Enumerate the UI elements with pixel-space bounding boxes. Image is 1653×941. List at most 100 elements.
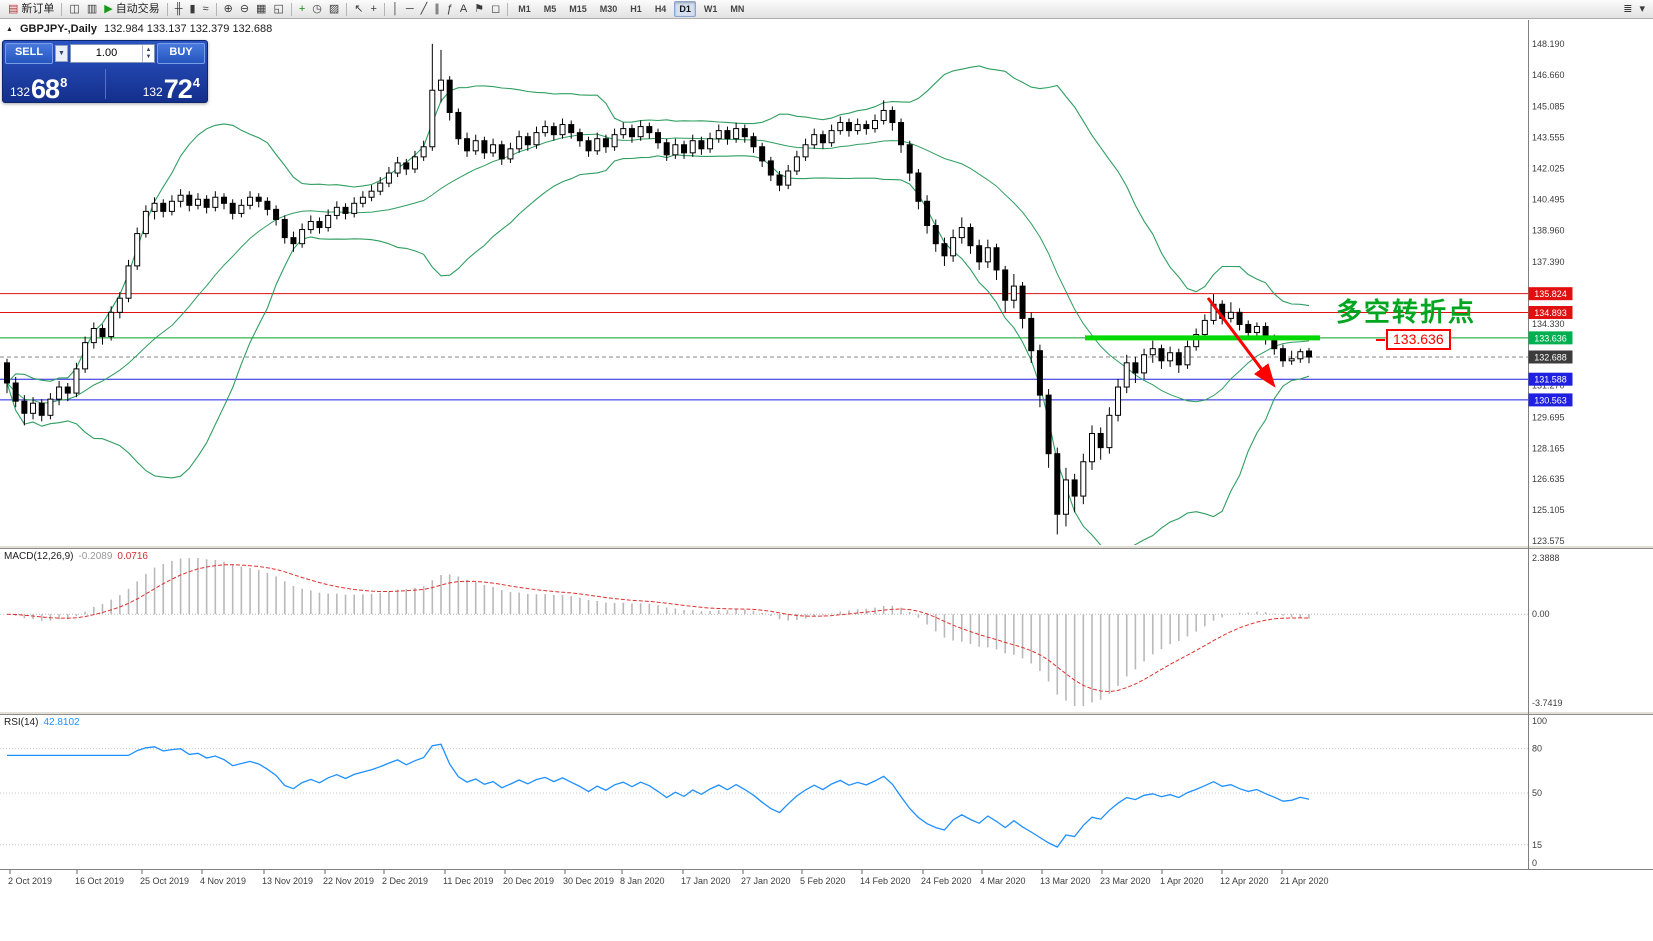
buy-price-big: 72 — [163, 74, 193, 105]
volume-stepper[interactable]: 1.00 ▲ ▼ — [70, 44, 155, 63]
equidistant-channel-icon[interactable]: ∥ — [431, 1, 443, 18]
templates-icon[interactable]: ▨ — [326, 1, 342, 18]
svg-text:123.575: 123.575 — [1532, 536, 1565, 546]
sell-button[interactable]: SELL — [5, 43, 53, 64]
price-badge — [1528, 350, 1573, 364]
tf-button-m1[interactable]: M1 — [518, 4, 531, 14]
svg-text:24 Feb 2020: 24 Feb 2020 — [921, 876, 972, 886]
svg-text:15: 15 — [1532, 840, 1542, 850]
autotrade-button[interactable]: ▶ 自动交易 — [101, 1, 162, 18]
volume-value[interactable]: 1.00 — [95, 47, 118, 59]
navigator-icon: ▥ — [86, 2, 98, 15]
buy-quote[interactable]: 132 72 4 — [142, 74, 200, 105]
svg-text:128.165: 128.165 — [1532, 443, 1565, 453]
main-toolbar: ▤ 新订单 ◫ ▥ ▶ 自动交易 ╫ ▮ ≈ ⊕ ⊖ ▦ ◱ + ◷ ▨ ↖ + │ ─ ╱ ∥ ƒ A ⚑ ◻ M1 M5 M15 M3… — [0, 0, 1653, 19]
horizontal-line-icon: ─ — [405, 2, 414, 15]
shapes-tool-icon[interactable]: ◻ — [488, 1, 503, 18]
volume-up-icon[interactable]: ▲ — [145, 46, 152, 53]
tf-button-m30[interactable]: M30 — [599, 4, 618, 14]
toolbar-separator — [346, 2, 348, 16]
trendline-icon[interactable]: ╱ — [418, 1, 431, 18]
sell-price-sup: 8 — [60, 75, 68, 90]
annotation-dash-icon — [1376, 338, 1385, 341]
periods-icon[interactable]: ◷ — [309, 1, 325, 18]
panel-splitter[interactable] — [0, 711, 1653, 715]
menu-icon[interactable]: ≣ — [1620, 1, 1635, 18]
sell-price-prefix: 132 — [10, 85, 31, 99]
price-badge — [1528, 331, 1573, 345]
toolbar-separator — [215, 2, 217, 16]
svg-text:17 Jan 2020: 17 Jan 2020 — [681, 876, 731, 886]
buy-button[interactable]: BUY — [157, 43, 205, 64]
rsi-value: 42.8102 — [43, 717, 80, 728]
candlestick-chart-icon[interactable]: ▮ — [186, 1, 198, 18]
trade-controls-row: SELL ▼ 1.00 ▲ ▼ BUY — [3, 41, 207, 64]
svg-text:-3.7419: -3.7419 — [1532, 698, 1563, 708]
candlestick-chart-icon: ▮ — [189, 2, 196, 15]
horizontal-line-icon[interactable]: ─ — [403, 1, 417, 18]
cascade-windows-icon[interactable]: ◱ — [270, 1, 286, 18]
vertical-line-icon[interactable]: │ — [389, 1, 402, 18]
svg-text:4 Mar 2020: 4 Mar 2020 — [980, 876, 1026, 886]
line-chart-icon[interactable]: ≈ — [200, 1, 212, 18]
tf-button-m5[interactable]: M5 — [543, 4, 557, 14]
tf-button-w1[interactable]: W1 — [703, 4, 718, 14]
arrows-tool-icon[interactable]: ⚑ — [471, 1, 487, 18]
time-axis[interactable]: 2 Oct 2019 16 Oct 2019 25 Oct 2019 4 Nov 20… — [0, 869, 1653, 887]
volume-down-icon[interactable]: ▼ — [145, 53, 152, 60]
navigator-icon[interactable]: ▥ — [84, 1, 100, 18]
svg-text:0.00: 0.00 — [1532, 609, 1550, 619]
svg-text:134.893: 134.893 — [1534, 308, 1567, 318]
fibonacci-icon: ƒ — [446, 2, 453, 15]
new-order-button[interactable]: ▤ 新订单 — [5, 1, 57, 18]
quote-divider — [104, 69, 106, 99]
tf-button-h1[interactable]: H1 — [630, 4, 642, 14]
svg-text:143.555: 143.555 — [1532, 133, 1565, 143]
sell-quote[interactable]: 132 68 8 — [10, 75, 68, 103]
crosshair-icon: + — [370, 2, 377, 15]
indicators-icon[interactable]: + — [296, 1, 308, 18]
sell-options-caret-icon[interactable]: ▼ — [55, 45, 68, 62]
tf-button-d1[interactable]: D1 — [674, 1, 696, 17]
indicators-icon: + — [298, 2, 306, 15]
toolbar-separator — [507, 2, 509, 16]
dropdown-icon[interactable]: ▾ — [1636, 1, 1648, 18]
zoom-out-icon: ⊖ — [239, 2, 250, 15]
price-scale[interactable]: 148.190 146.660 145.085 143.555 142.025 140.4… — [1528, 20, 1573, 869]
window-marker-icon[interactable]: ▲ — [6, 25, 13, 33]
svg-text:130.563: 130.563 — [1534, 395, 1567, 405]
panel-splitter[interactable] — [0, 545, 1653, 549]
cursor-icon[interactable]: ↖ — [351, 1, 366, 18]
charts-window-icon[interactable]: ◫ — [66, 1, 82, 18]
price-level-annotation: 133.636 — [1376, 329, 1451, 350]
sell-signal-arrow[interactable] — [1206, 297, 1276, 388]
svg-text:1 Apr 2020: 1 Apr 2020 — [1160, 876, 1204, 886]
svg-text:8 Jan 2020: 8 Jan 2020 — [620, 876, 665, 886]
crosshair-icon[interactable]: + — [368, 1, 380, 18]
tf-button-m15[interactable]: M15 — [569, 4, 587, 14]
svg-text:16 Oct 2019: 16 Oct 2019 — [75, 876, 124, 886]
zoom-out-icon[interactable]: ⊖ — [237, 1, 252, 18]
text-tool-icon[interactable]: A — [457, 1, 470, 18]
svg-text:142.025: 142.025 — [1532, 163, 1565, 173]
tf-button-mn[interactable]: MN — [730, 4, 745, 14]
templates-icon: ▨ — [328, 2, 340, 15]
tf-button-h4[interactable]: H4 — [654, 4, 667, 14]
fibonacci-icon[interactable]: ƒ — [444, 1, 456, 18]
bar-chart-icon[interactable]: ╫ — [172, 1, 186, 18]
toolbar-separator — [383, 2, 385, 16]
rsi-name: RSI(14) — [4, 717, 39, 728]
tile-windows-icon[interactable]: ▦ — [253, 1, 269, 18]
svg-text:132.688: 132.688 — [1534, 352, 1567, 362]
zoom-in-icon[interactable]: ⊕ — [221, 1, 236, 18]
svg-text:2 Oct 2019: 2 Oct 2019 — [8, 876, 52, 886]
buy-price-prefix: 132 — [142, 85, 163, 99]
new-order-label: 新订单 — [21, 2, 55, 15]
svg-text:134.330: 134.330 — [1532, 319, 1565, 329]
equidistant-channel-icon: ∥ — [434, 2, 440, 15]
svg-text:145.085: 145.085 — [1532, 102, 1565, 112]
charts-window-icon: ◫ — [69, 2, 80, 15]
tile-windows-icon: ▦ — [256, 2, 267, 15]
